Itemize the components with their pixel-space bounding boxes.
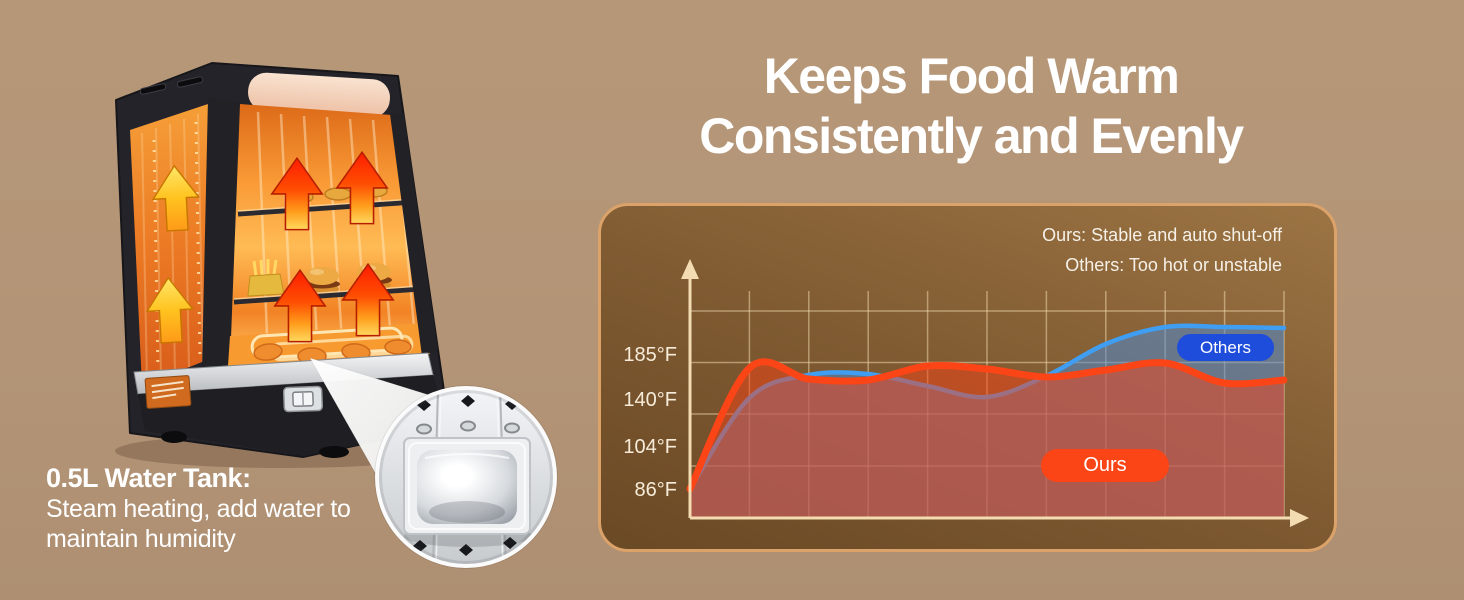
page-title: Keeps Food Warm Consistently and Evenly — [600, 46, 1342, 166]
chart-legend: Ours: Stable and auto shut-off Others: T… — [1042, 220, 1282, 280]
legend-ours: Ours: Stable and auto shut-off — [1042, 225, 1282, 245]
title-line-1: Keeps Food Warm — [763, 48, 1180, 104]
water-tank-body: Steam heating, add water to maintain hum… — [46, 495, 351, 553]
ours-series-area — [690, 361, 1284, 518]
ours-series-line — [686, 358, 1288, 493]
title-line-2: Consistently and Evenly — [699, 108, 1244, 164]
y-tick-185: 185°F — [623, 344, 677, 366]
ours-badge: Ours — [1041, 449, 1169, 482]
y-tick-140: 140°F — [623, 389, 677, 411]
y-tick-86: 86°F — [634, 479, 677, 501]
temperature-chart-panel: Ours: Stable and auto shut-off Others: T… — [598, 203, 1337, 552]
water-tank-magnifier — [374, 385, 558, 569]
water-tank-heading: 0.5L Water Tank: — [46, 463, 251, 493]
top-light-bar — [248, 72, 390, 118]
warmer-product-illustration — [115, 62, 558, 569]
warning-label — [144, 375, 192, 409]
side-glass — [130, 102, 222, 386]
power-switch — [282, 385, 324, 413]
legend-others: Others: Too hot or unstable — [1065, 255, 1282, 275]
water-tank-basin — [403, 437, 532, 547]
shelf-middle — [233, 259, 421, 305]
warmer-cabinet — [115, 62, 485, 521]
others-badge: Others — [1177, 334, 1274, 361]
y-tick-104: 104°F — [623, 436, 677, 458]
water-tank-caption: 0.5L Water Tank: Steam heating, add wate… — [46, 462, 391, 554]
chart-axes — [681, 259, 1309, 527]
